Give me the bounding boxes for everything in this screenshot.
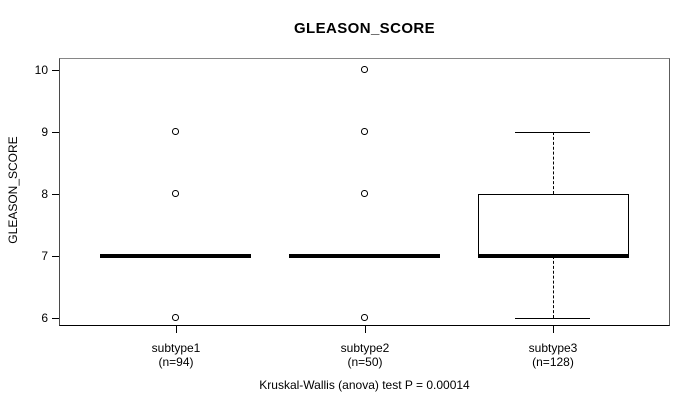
stat-test-caption: Kruskal-Wallis (anova) test P = 0.00014 — [259, 378, 470, 392]
median-line — [478, 254, 629, 258]
group-n: (n=50) — [347, 355, 383, 369]
group-n: (n=128) — [532, 355, 574, 369]
x-tick-mark — [365, 326, 366, 333]
whisker-cap-upper — [515, 132, 590, 133]
x-tick-mark — [553, 326, 554, 333]
y-tick-label: 9 — [41, 125, 48, 139]
y-tick-mark — [52, 256, 59, 257]
x-tick-mark — [176, 326, 177, 333]
group-n: (n=94) — [158, 355, 194, 369]
group-name: subtype3 — [528, 341, 578, 355]
y-tick-label: 8 — [41, 187, 48, 201]
outlier-point — [361, 128, 368, 135]
y-tick-mark — [52, 318, 59, 319]
outlier-point — [361, 190, 368, 197]
group-label: subtype1 (n=94) — [116, 341, 236, 369]
y-tick-label: 6 — [41, 311, 48, 325]
plot-area — [59, 58, 670, 326]
outlier-point — [172, 190, 179, 197]
whisker-cap-lower — [515, 318, 590, 319]
chart-title: GLEASON_SCORE — [293, 20, 436, 37]
whisker-lower — [553, 256, 554, 318]
median-line — [289, 254, 440, 258]
y-tick-label: 10 — [34, 63, 48, 77]
iqr-box — [478, 194, 629, 256]
group-label: subtype2 (n=50) — [305, 341, 425, 369]
outlier-point — [172, 128, 179, 135]
group-name: subtype2 — [340, 341, 390, 355]
group-name: subtype1 — [151, 341, 201, 355]
median-line — [100, 254, 251, 258]
outlier-point — [361, 314, 368, 321]
y-tick-mark — [52, 70, 59, 71]
whisker-upper — [553, 132, 554, 194]
outlier-point — [361, 66, 368, 73]
y-tick-label: 7 — [41, 249, 48, 263]
outlier-point — [172, 314, 179, 321]
y-tick-mark — [52, 194, 59, 195]
y-tick-mark — [52, 132, 59, 133]
group-label: subtype3 (n=128) — [493, 341, 613, 369]
